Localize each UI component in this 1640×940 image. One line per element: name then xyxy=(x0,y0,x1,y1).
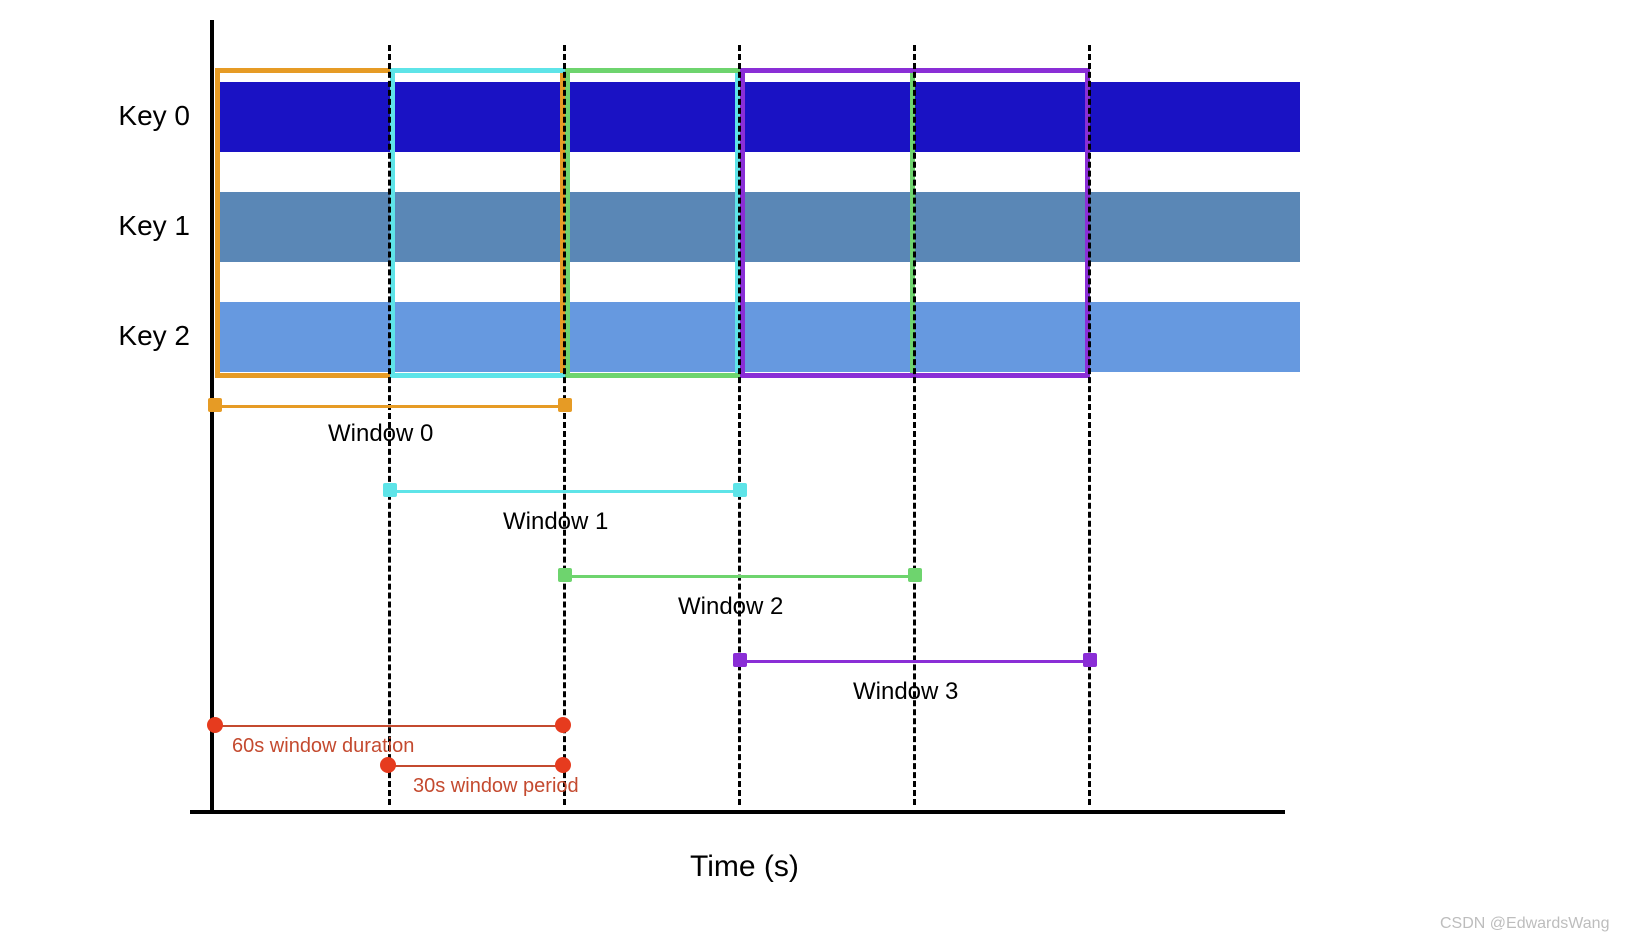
window-span-endcap xyxy=(558,398,572,412)
x-axis xyxy=(190,810,1285,814)
time-gridline xyxy=(1088,45,1091,805)
window-span-bar xyxy=(215,405,565,408)
window-label: Window 3 xyxy=(853,678,958,706)
key-label: Key 1 xyxy=(90,210,190,242)
y-axis xyxy=(210,20,214,810)
window-span-endcap xyxy=(1083,653,1097,667)
key-label: Key 0 xyxy=(90,100,190,132)
window-span-endcap xyxy=(908,568,922,582)
duration-endpoint xyxy=(380,757,396,773)
window-span-endcap xyxy=(733,483,747,497)
duration-endpoint xyxy=(555,717,571,733)
watermark: CSDN @EdwardsWang xyxy=(1440,915,1609,933)
x-axis-title: Time (s) xyxy=(690,850,799,884)
duration-endpoint xyxy=(207,717,223,733)
window-span-bar xyxy=(565,575,915,578)
window-span-endcap xyxy=(558,568,572,582)
time-gridline xyxy=(563,45,566,805)
window-label: Window 2 xyxy=(678,593,783,621)
duration-label: 60s window duration xyxy=(232,735,414,758)
window-span-bar xyxy=(740,660,1090,663)
duration-bar xyxy=(388,765,563,767)
duration-endpoint xyxy=(555,757,571,773)
duration-bar xyxy=(215,725,563,727)
window-span-bar xyxy=(390,490,740,493)
window-span-endcap xyxy=(733,653,747,667)
duration-label: 30s window period xyxy=(413,775,579,798)
window-span-endcap xyxy=(383,483,397,497)
diagram-stage: Key 0 Key 1 Key 2 Window 0 Window 1 Window 2 W… xyxy=(0,0,1640,940)
window-span-endcap xyxy=(208,398,222,412)
window-label: Window 1 xyxy=(503,508,608,536)
window-label: Window 0 xyxy=(328,420,433,448)
time-gridline xyxy=(738,45,741,805)
key-label: Key 2 xyxy=(90,320,190,352)
